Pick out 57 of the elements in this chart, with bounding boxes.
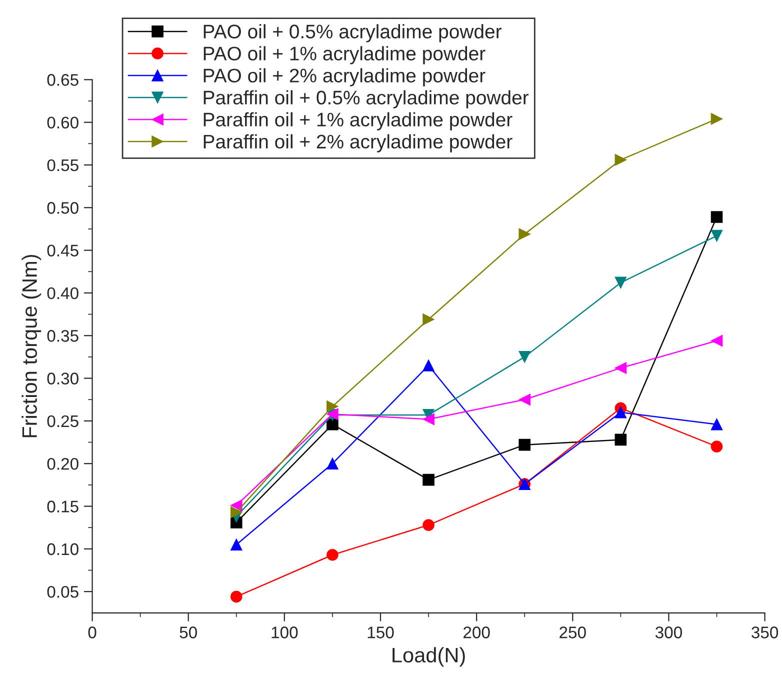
- y-tick-label: 0.25: [47, 415, 78, 428]
- point: [230, 506, 242, 518]
- legend-label: Paraffin oil + 2% acryladime powder: [204, 134, 512, 152]
- y-tick-label: 0.10: [47, 543, 78, 556]
- y-tick-label: 0.60: [47, 116, 78, 129]
- x-tick-label: 150: [368, 626, 394, 638]
- x-tick-label: 0: [88, 626, 96, 638]
- point: [326, 418, 338, 430]
- x-axis-title: Load(N): [392, 647, 465, 667]
- point: [422, 474, 434, 486]
- point: [326, 548, 338, 561]
- point: [710, 418, 723, 430]
- legend-label: PAO oil + 2% acryladime powder: [204, 68, 486, 86]
- point: [422, 519, 434, 531]
- x-tick-label: 300: [655, 626, 682, 638]
- point: [614, 154, 627, 166]
- point: [518, 438, 531, 451]
- y-tick-label: 0.15: [47, 500, 78, 512]
- x-tick-label: 50: [180, 626, 197, 638]
- y-tick-label: 0.50: [47, 202, 78, 214]
- point: [326, 400, 338, 412]
- y-tick-label: 0.35: [47, 330, 78, 342]
- y-tick-label: 0.45: [47, 244, 78, 256]
- point: [230, 590, 242, 603]
- point: [422, 313, 434, 326]
- point: [710, 211, 723, 223]
- x-tick-label: 200: [464, 626, 490, 638]
- point: [710, 230, 723, 242]
- point: [614, 406, 627, 418]
- y-tick-label: 0.05: [47, 586, 78, 598]
- x-tick-label: 100: [272, 626, 298, 638]
- point: [614, 434, 627, 446]
- point: [518, 351, 531, 363]
- point: [326, 458, 338, 470]
- point: [518, 394, 531, 406]
- point: [710, 440, 723, 452]
- point: [710, 112, 723, 125]
- y-tick-label: 0.20: [47, 458, 78, 470]
- legend-label: PAO oil + 0.5% acryladime powder: [204, 24, 502, 42]
- legend-label: Paraffin oil + 0.5% acryladime powder: [204, 90, 529, 108]
- point: [230, 538, 242, 551]
- legend-label: Paraffin oil + 1% acryladime powder: [204, 112, 512, 130]
- point: [422, 413, 434, 426]
- y-axis-title: Friction torque (Nm): [22, 254, 42, 438]
- y-tick-label: 0.65: [47, 74, 78, 86]
- point: [422, 360, 434, 372]
- point: [518, 228, 531, 240]
- y-tick-label: 0.40: [47, 287, 78, 300]
- point: [614, 276, 627, 289]
- x-tick-label: 250: [560, 626, 586, 638]
- legend-label: PAO oil + 1% acryladime powder: [204, 46, 486, 64]
- y-tick-label: 0.55: [47, 159, 78, 172]
- point: [710, 334, 723, 347]
- point: [230, 499, 242, 512]
- x-tick-label: 350: [752, 626, 778, 638]
- point: [614, 362, 627, 374]
- y-tick-label: 0.30: [47, 372, 78, 384]
